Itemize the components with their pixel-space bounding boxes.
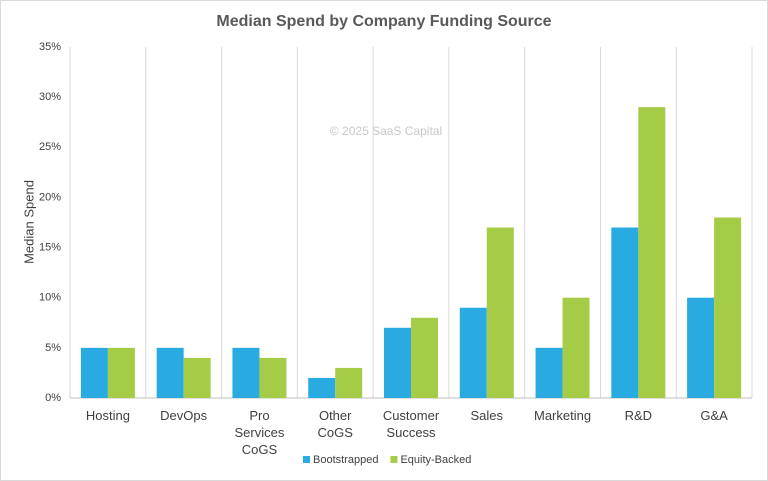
bar — [183, 357, 211, 398]
bar — [335, 367, 363, 398]
legend-swatch — [303, 456, 310, 463]
legend-label: Equity-Backed — [400, 454, 471, 466]
bar — [156, 347, 184, 398]
bar — [714, 217, 742, 398]
bar — [687, 297, 715, 398]
bar — [535, 347, 563, 398]
x-tick-label: Customer Success — [382, 408, 440, 440]
bar — [80, 347, 108, 398]
x-tick-label: G&A — [700, 408, 728, 423]
bar — [562, 297, 590, 398]
bar — [611, 227, 639, 398]
bar — [638, 107, 666, 399]
y-tick-label: 10% — [39, 292, 61, 304]
y-tick-label: 25% — [39, 141, 61, 153]
y-tick-label: 5% — [45, 342, 61, 354]
bar — [384, 327, 411, 398]
bar — [259, 357, 287, 398]
y-tick-label: 0% — [45, 392, 61, 404]
legend-label: Bootstrapped — [313, 454, 378, 466]
bar — [107, 347, 135, 398]
y-axis-label: Median Spend — [21, 180, 36, 264]
bar — [459, 307, 487, 398]
legend-swatch — [390, 456, 398, 463]
x-tick-label: Sales — [470, 408, 504, 423]
chart-title: Median Spend by Company Funding Source — [216, 13, 551, 30]
x-tick-label: Hosting — [85, 408, 130, 423]
bar — [486, 227, 514, 398]
y-tick-label: 30% — [39, 91, 61, 103]
x-tick-label: Marketing — [534, 408, 592, 423]
x-tick-label: Other CoGS — [317, 408, 353, 440]
y-tick-label: 15% — [39, 241, 61, 253]
bar — [308, 377, 336, 398]
x-tick-label: Pro Services CoGS — [234, 408, 285, 457]
bar — [411, 317, 438, 398]
x-tick-label: DevOps — [160, 408, 208, 423]
y-tick-label: 35% — [39, 41, 61, 53]
x-tick-label: R&D — [624, 408, 653, 423]
watermark: © 2025 SaaS Capital — [330, 124, 442, 138]
y-tick-label: 20% — [39, 191, 61, 203]
bar — [232, 347, 260, 398]
